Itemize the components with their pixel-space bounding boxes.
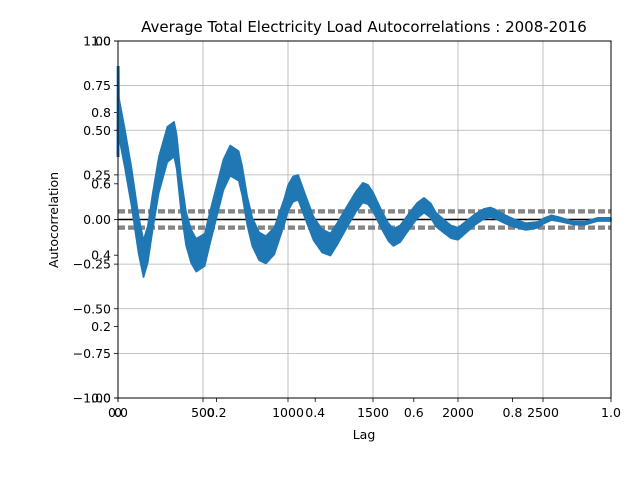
overlay-axis: 0.0 0.2 0.4 0.6 0.8 1.0 0.0 0.2 0.4 0.6 0.8 1.0	[91, 34, 621, 421]
x-tick-label: 0	[114, 405, 122, 420]
y-tick-label: 0.00	[83, 212, 111, 227]
axes: 0 500 1000 1500 2000 2500 −1.00 −0.75 −0.50 −0.25…	[73, 34, 612, 420]
y-axis-label: Autocorrelation	[46, 172, 61, 268]
overlay-x-tick-label: 0.2	[207, 405, 227, 420]
x-tick-label: 2000	[442, 405, 474, 420]
x-tick-label: 2500	[527, 405, 559, 420]
y-tick-label: 0.50	[83, 123, 111, 138]
overlay-y-tick-label: 0.4	[91, 248, 111, 263]
series-layer	[116, 65, 612, 278]
y-tick-label: 1.00	[83, 34, 111, 49]
y-tick-label: −0.25	[73, 257, 111, 272]
overlay-y-tick-label: 1.0	[91, 34, 111, 49]
overlay-x-tick-label: 0.0	[108, 405, 128, 420]
series-line	[117, 92, 612, 278]
overlay-x-tick-label: 0.8	[502, 405, 522, 420]
overlay-y-tick-label: 0.8	[91, 105, 111, 120]
overlay-y-tick-label: 0.6	[91, 176, 111, 191]
chart-title: Average Total Electricity Load Autocorre…	[141, 18, 587, 36]
y-tick-label: 0.75	[83, 78, 111, 93]
overlay-x-tick-label: 0.4	[305, 405, 325, 420]
overlay-x-tick-label: 0.6	[404, 405, 424, 420]
x-axis-label: Lag	[353, 427, 376, 442]
overlay-y-tick-label: 0.0	[91, 391, 111, 406]
x-tick-label: 1000	[272, 405, 304, 420]
y-tick-label: −0.50	[73, 301, 111, 316]
x-tick-label: 500	[191, 405, 215, 420]
y-tick-label: 0.25	[83, 167, 111, 182]
y-tick-label: −0.75	[73, 346, 111, 361]
y-tick-label: −1.00	[73, 391, 111, 406]
overlay-x-tick-label: 1.0	[601, 405, 621, 420]
overlay-y-tick-label: 0.2	[91, 319, 111, 334]
x-tick-label: 1500	[357, 405, 389, 420]
